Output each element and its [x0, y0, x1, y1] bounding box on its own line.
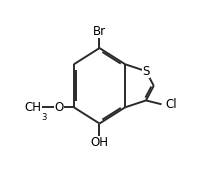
Text: S: S	[142, 65, 149, 78]
Text: Cl: Cl	[165, 98, 176, 111]
Text: O: O	[54, 101, 63, 114]
Text: 3: 3	[41, 113, 47, 122]
Text: OH: OH	[90, 136, 108, 149]
Text: CH: CH	[24, 101, 41, 114]
Text: Br: Br	[92, 25, 105, 38]
